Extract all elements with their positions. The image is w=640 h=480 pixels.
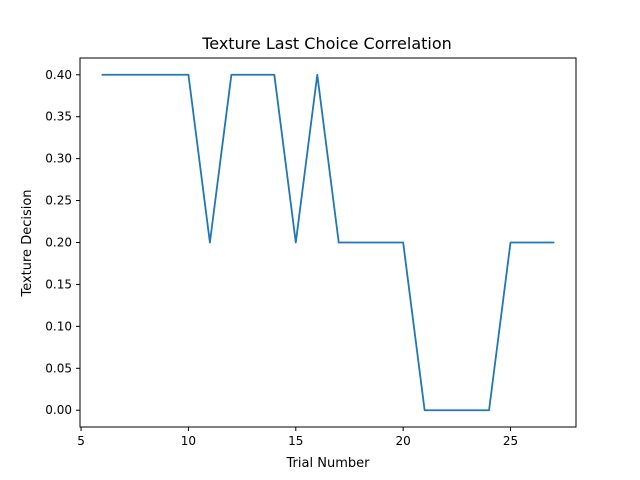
y-tick-label: 0.15 [45, 277, 72, 291]
axes-frame [79, 57, 577, 428]
y-tick-label: 0.35 [45, 110, 72, 124]
plot-area [101, 73, 555, 412]
x-tick-label: 25 [503, 434, 518, 448]
y-tick-label: 0.25 [45, 194, 72, 208]
x-tick-label: 5 [77, 434, 85, 448]
y-tick-label: 0.10 [45, 319, 72, 333]
y-tick-label: 0.30 [45, 152, 72, 166]
y-axis-label: Texture Decision [20, 189, 35, 297]
x-axis-label: Trial Number [286, 456, 371, 471]
y-tick-label: 0.20 [45, 236, 72, 250]
x-tick-label: 10 [181, 434, 196, 448]
series-line-0 [101, 73, 555, 412]
y-tick-label: 0.05 [45, 361, 72, 375]
chart-title: Texture Last Choice Correlation [201, 34, 452, 53]
axes: 5 10 15 20 25 0.00 0.05 0.10 0.15 0.20 0.25 0.30 0.3… [45, 57, 577, 448]
y-tick-label: 0.00 [45, 403, 72, 417]
x-tick-label: 20 [396, 434, 411, 448]
x-tick-label: 15 [288, 434, 303, 448]
y-tick-label: 0.40 [45, 68, 72, 82]
